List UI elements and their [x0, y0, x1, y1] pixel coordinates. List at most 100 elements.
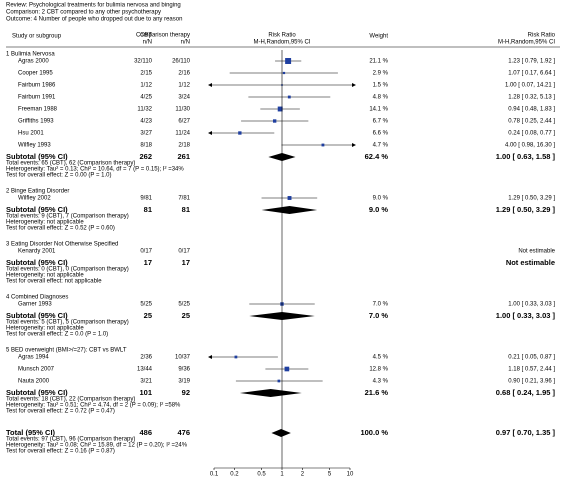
cbt-count: 8/18	[140, 143, 152, 149]
study-name: Nauta 2000	[18, 379, 50, 385]
study-name: Wilfley 1993	[18, 143, 51, 149]
comparison-count: 476	[177, 428, 190, 437]
risk-ratio: 1.29 [ 0.50, 3.29 ]	[508, 196, 555, 202]
risk-ratio: 1.00 [ 0.33, 3.03 ]	[496, 311, 556, 320]
cbt-count: 13/44	[137, 367, 153, 373]
cbt-count: 3/21	[140, 379, 152, 385]
x-tick-label: 0.1	[210, 472, 219, 478]
risk-ratio: 1.00 [ 0.63, 1.58 ]	[496, 152, 556, 161]
study-name: Fairburn 1986	[18, 83, 56, 89]
note: Total events: 0 (CBT), 0 (Comparison the…	[6, 267, 129, 273]
note: Total events: 9 (CBT), 7 (Comparison the…	[6, 214, 129, 220]
effect-square	[321, 143, 325, 147]
cbt-count: 101	[139, 388, 152, 397]
effect-square	[272, 119, 277, 123]
col-weight: Weight	[369, 34, 388, 40]
cbt-count: 25	[144, 311, 152, 320]
effect-square	[234, 355, 238, 359]
risk-ratio: Not estimable	[518, 249, 555, 255]
comparison-count: 7/81	[178, 196, 190, 202]
ci-arrow	[208, 131, 212, 135]
study-name: Agras 2000	[18, 59, 49, 65]
pooled-diamond	[261, 206, 318, 214]
note: Test for overall effect: Z = 0.16 (P = 0…	[6, 449, 115, 455]
ci-arrow	[352, 143, 356, 147]
comparison-count: 9/36	[178, 367, 190, 373]
effect-square	[238, 131, 242, 135]
col-cbt-sub: n/N	[143, 40, 152, 46]
note: Test for overall effect: Z = 0.0 (P = 1.…	[6, 332, 108, 338]
ci-arrow	[352, 83, 356, 87]
weight: 2.9 %	[373, 71, 389, 77]
risk-ratio: 0.90 [ 0.21, 3.96 ]	[508, 379, 555, 385]
risk-ratio: 1.00 [ 0.33, 3.03 ]	[508, 302, 555, 308]
weight: 4.7 %	[373, 143, 389, 149]
weight: 62.4 %	[365, 152, 389, 161]
comparison-count: 261	[177, 152, 190, 161]
risk-ratio: 0.94 [ 0.48, 1.83 ]	[508, 107, 555, 113]
effect-square	[284, 366, 290, 372]
note: Total events: 18 (CBT), 22 (Comparison t…	[6, 397, 135, 403]
risk-ratio: 0.21 [ 0.05, 0.87 ]	[508, 355, 555, 361]
comparison-count: 0/17	[178, 249, 190, 255]
weight: 7.0 %	[373, 302, 389, 308]
note: Test for overall effect: Z = 0.00 (P = 1…	[6, 173, 112, 179]
cbt-count: 4/23	[140, 119, 152, 125]
weight: 4.8 %	[373, 95, 389, 101]
comparison-count: 25	[182, 311, 190, 320]
note: Test for overall effect: Z = 0.52 (P = 0…	[6, 226, 115, 232]
x-tick-label: 0.5	[257, 472, 266, 478]
comparison-count: 17	[182, 258, 190, 267]
comparison-count: 2/18	[178, 143, 190, 149]
study-name: Freeman 1988	[18, 107, 58, 113]
col-comparison: Comparison therapy	[136, 33, 190, 39]
effect-square	[282, 71, 286, 75]
cbt-count: 17	[144, 258, 152, 267]
comparison-count: 92	[182, 388, 190, 397]
weight: 7.0 %	[369, 311, 389, 320]
note: Heterogeneity: not applicable	[6, 273, 84, 279]
cbt-count: 32/110	[134, 59, 153, 65]
weight: 9.0 %	[369, 205, 389, 214]
study-name: Subtotal (95% CI)	[6, 152, 68, 161]
ci-arrow	[208, 83, 212, 87]
note: Heterogeneity: not applicable	[6, 220, 84, 226]
study-name: Fairburn 1991	[18, 95, 56, 101]
group-heading: 1 Bulimia Nervosa	[6, 52, 55, 58]
note: Heterogeneity: Tau² = 0.08; Chi² = 15.89…	[6, 443, 188, 449]
weight: 1.5 %	[373, 83, 389, 89]
cbt-count: 81	[144, 205, 152, 214]
risk-ratio: 0.78 [ 0.25, 2.44 ]	[508, 119, 555, 125]
col-result-sub: M-H,Random,95% CI	[498, 40, 555, 46]
study-name: Subtotal (95% CI)	[6, 258, 68, 267]
effect-square	[277, 379, 281, 383]
study-name: Kenardy 2001	[18, 249, 56, 255]
col-plot-sub: M-H,Random,95% CI	[253, 40, 310, 46]
review-line: Review: Psychological treatments for bul…	[6, 3, 181, 9]
study-name: Griffiths 1993	[18, 119, 54, 125]
x-tick-label: 1	[280, 472, 284, 478]
cbt-count: 9/81	[140, 196, 152, 202]
study-name: Subtotal (95% CI)	[6, 311, 68, 320]
comparison-count: 81	[182, 205, 190, 214]
effect-square	[285, 58, 292, 64]
study-name: Subtotal (95% CI)	[6, 388, 68, 397]
note: Total events: 5 (CBT), 5 (Comparison the…	[6, 320, 129, 326]
note: Total events: 65 (CBT), 62 (Comparison t…	[6, 161, 135, 167]
cbt-count: 486	[139, 428, 152, 437]
comparison-count: 11/24	[175, 131, 190, 137]
weight: 6.7 %	[373, 119, 389, 125]
weight: 21.6 %	[365, 388, 389, 397]
col-study: Study or subgroup	[12, 34, 62, 40]
comparison-line: Comparison: 2 CBT compared to any other …	[6, 10, 161, 16]
risk-ratio: 0.97 [ 0.70, 1.35 ]	[496, 428, 556, 437]
weight: 14.1 %	[369, 107, 388, 113]
cbt-count: 1/12	[140, 83, 152, 89]
study-name: Wilfley 2002	[18, 196, 51, 202]
col-result: Risk Ratio	[528, 33, 556, 39]
study-name: Munsch 2007	[18, 367, 55, 373]
x-tick-label: 2	[301, 472, 305, 478]
study-name: Garner 1993	[18, 302, 52, 308]
weight: 21.1 %	[369, 59, 388, 65]
